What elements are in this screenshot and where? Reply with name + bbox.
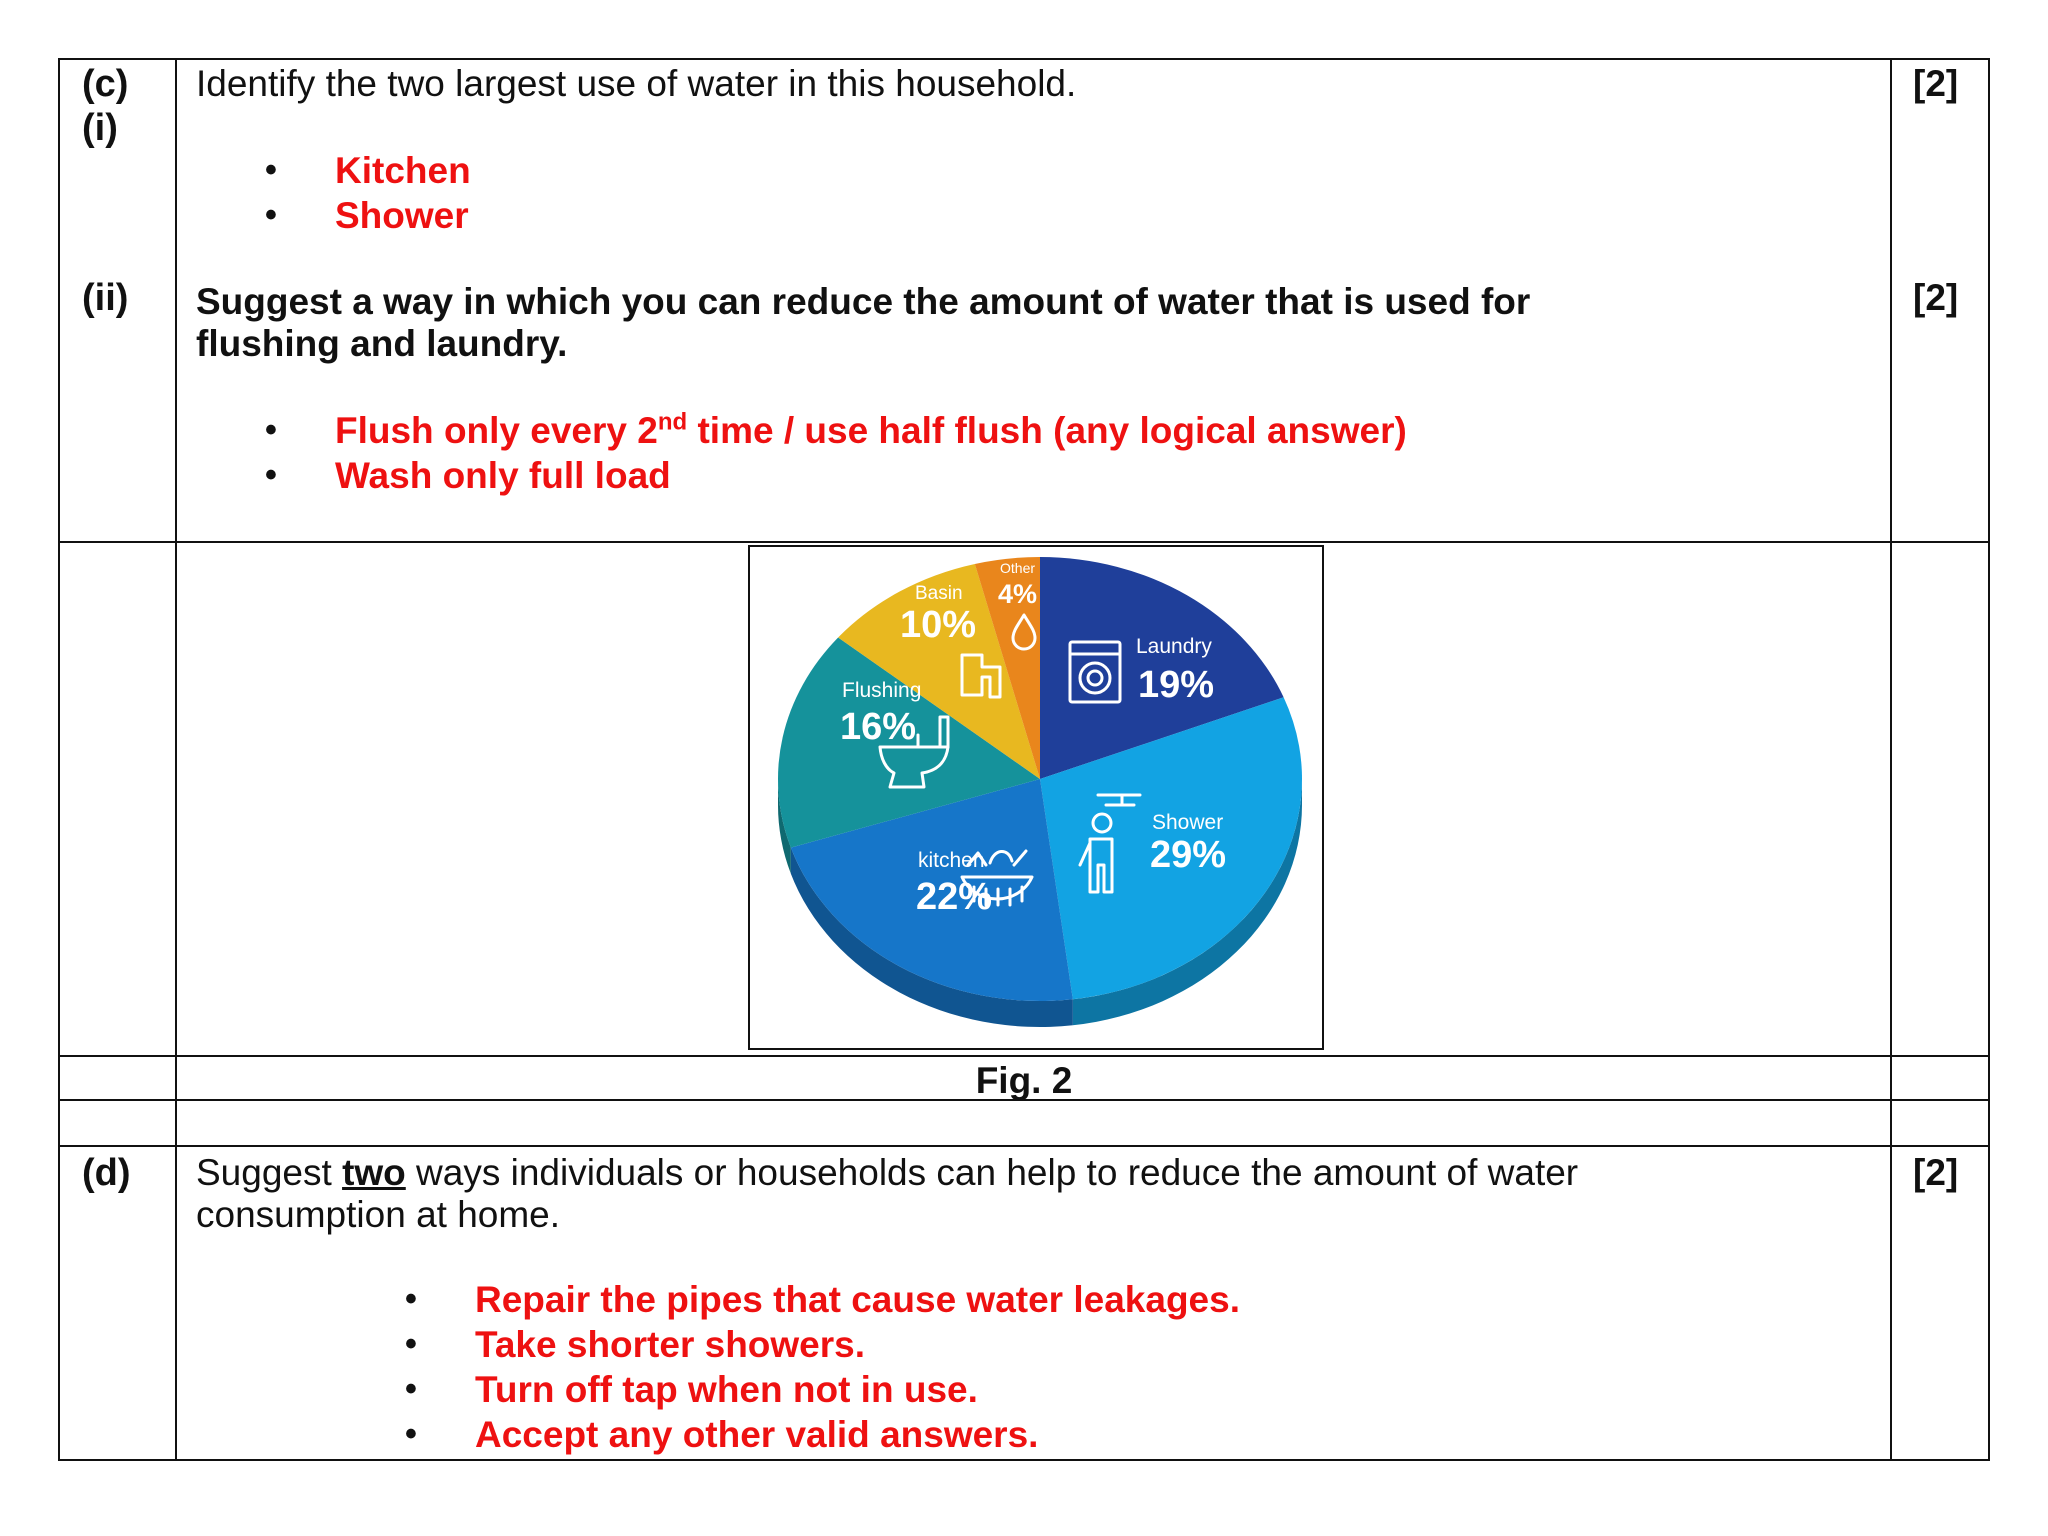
pie-side-shower bbox=[1072, 779, 1302, 1026]
answer-item: Kitchen bbox=[265, 148, 471, 193]
pie-label-basin: Basin bbox=[915, 583, 963, 604]
pie-value-laundry: 19% bbox=[1138, 664, 1214, 706]
answer-item: Flush only every 2nd time / use half flu… bbox=[265, 408, 1407, 453]
pie-side-flushing bbox=[778, 779, 791, 874]
answer-item: Repair the pipes that cause water leakag… bbox=[405, 1277, 1240, 1322]
pie-slice-basin bbox=[838, 563, 1040, 779]
label-c: (c) bbox=[82, 63, 129, 105]
question-d-line2: consumption at home. bbox=[196, 1194, 561, 1235]
pie-label-other: Other bbox=[1000, 560, 1035, 576]
marks-c-i: [2] bbox=[1913, 63, 1959, 104]
pie-side-kitchen bbox=[790, 847, 1073, 1027]
pie-slice-shower bbox=[1040, 697, 1302, 1000]
pie-label-flushing: Flushing bbox=[842, 679, 921, 702]
question-c-ii-line2: flushing and laundry. bbox=[196, 323, 568, 364]
label-c-i: (i) bbox=[82, 107, 118, 149]
row-part-d: (d) Suggest two ways individuals or hous… bbox=[58, 1145, 1990, 1461]
pie-value-shower: 29% bbox=[1150, 834, 1226, 876]
question-c-ii-line1: Suggest a way in which you can reduce th… bbox=[196, 281, 1531, 322]
pie-slice-flushing bbox=[778, 637, 1040, 848]
pie-value-other: 4% bbox=[998, 579, 1037, 609]
figure-caption: Fig. 2 bbox=[975, 1060, 1073, 1101]
washing-machine-icon bbox=[1068, 640, 1122, 704]
answer-item: Accept any other valid answers. bbox=[405, 1412, 1240, 1457]
answers-d: Repair the pipes that cause water leakag… bbox=[405, 1277, 1240, 1457]
question-d-line1: Suggest two ways individuals or househol… bbox=[196, 1152, 1579, 1193]
tap-icon bbox=[960, 653, 1002, 699]
pie-value-flushing: 16% bbox=[840, 706, 916, 748]
row-caption: Fig. 2 bbox=[58, 1055, 1990, 1101]
answer-item: Turn off tap when not in use. bbox=[405, 1367, 1240, 1412]
marks-c-ii: [2] bbox=[1913, 277, 1959, 318]
pie-label-laundry: Laundry bbox=[1136, 635, 1212, 658]
pie-slice-other bbox=[974, 557, 1040, 779]
answer-item: Take shorter showers. bbox=[405, 1322, 1240, 1367]
pie-value-basin: 10% bbox=[900, 604, 976, 646]
pie-label-shower: Shower bbox=[1152, 811, 1223, 834]
row-part-c: (c) (i) Identify the two largest use of … bbox=[58, 58, 1990, 543]
pie-value-kitchen: 22% bbox=[916, 876, 992, 918]
toilet-icon bbox=[878, 715, 950, 789]
pie-label-kitchen: kitchen bbox=[918, 849, 985, 872]
shower-person-icon bbox=[1078, 793, 1142, 894]
pie-slice-kitchen bbox=[790, 779, 1073, 1001]
row-spacer bbox=[58, 1099, 1990, 1147]
answers-c-ii: Flush only every 2nd time / use half flu… bbox=[265, 408, 1407, 498]
marks-d: [2] bbox=[1913, 1152, 1959, 1193]
answer-item: Shower bbox=[265, 193, 471, 238]
food-basket-icon bbox=[960, 849, 1034, 907]
pie-slice-laundry bbox=[1040, 557, 1284, 779]
label-d: (d) bbox=[82, 1152, 131, 1194]
answer-item: Wash only full load bbox=[265, 453, 1407, 498]
figure-2-frame: Laundry 19% Shower 29% kitchen 22% Flushing 16%… bbox=[748, 545, 1324, 1050]
label-c-ii: (ii) bbox=[82, 277, 129, 319]
question-c-i: Identify the two largest use of water in… bbox=[196, 63, 1077, 104]
answers-c-i: Kitchen Shower bbox=[265, 148, 471, 238]
water-drop-icon bbox=[1011, 613, 1037, 651]
